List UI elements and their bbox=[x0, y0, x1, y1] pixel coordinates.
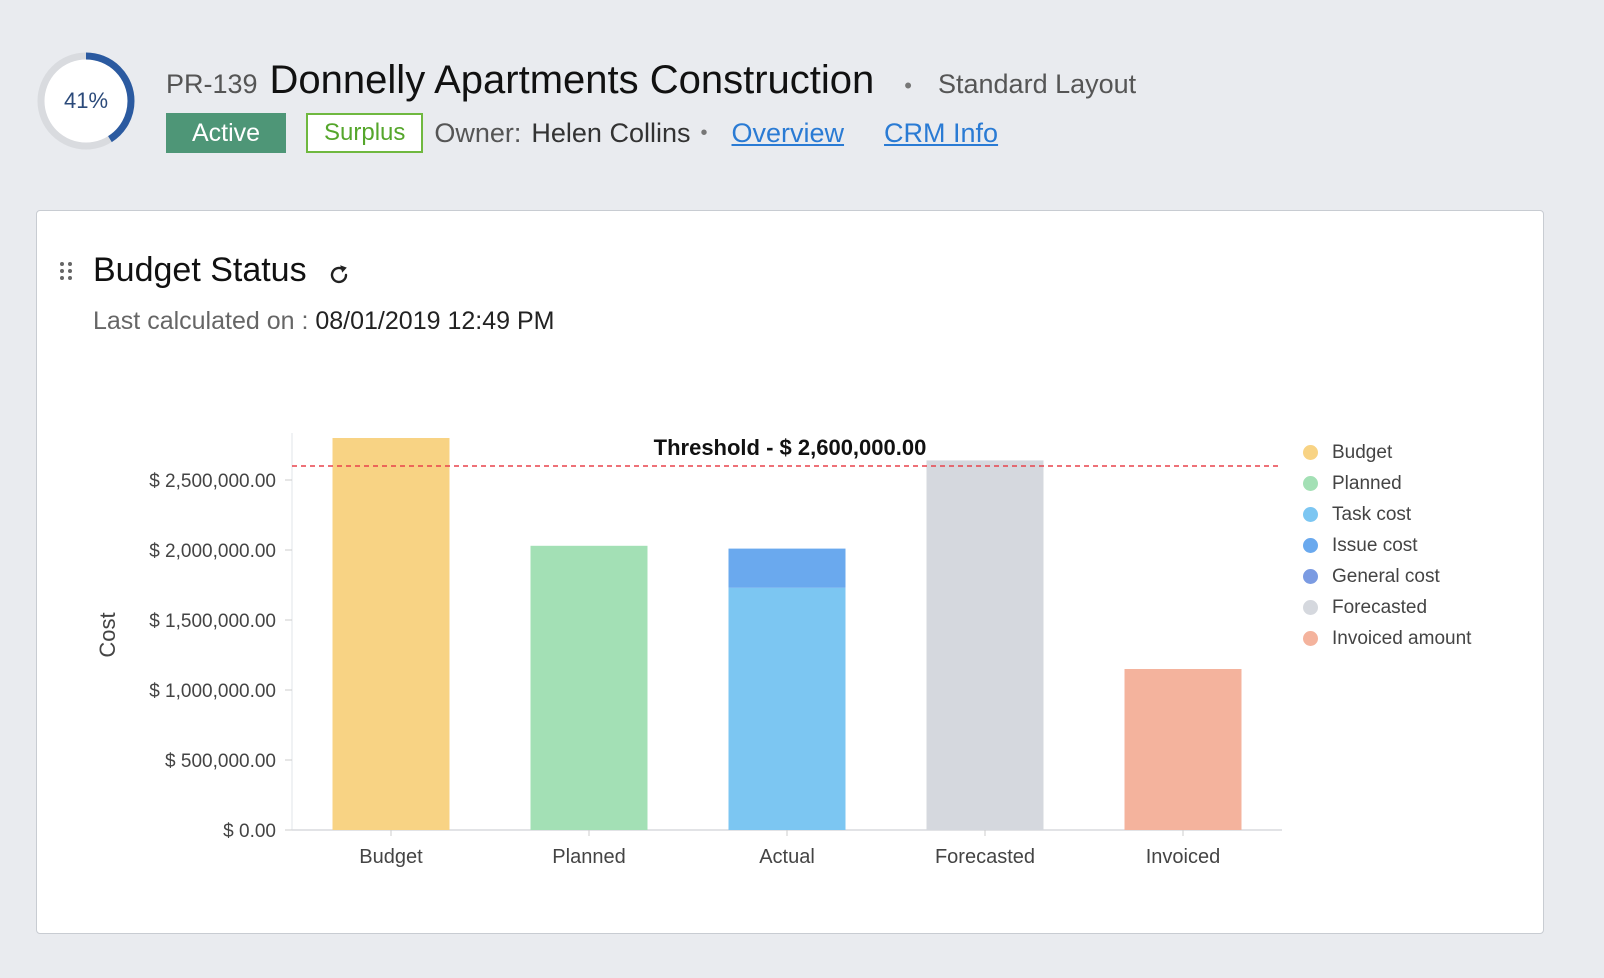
legend-label: Task cost bbox=[1332, 503, 1412, 525]
x-tick-label: Invoiced bbox=[1146, 846, 1221, 868]
legend-item[interactable]: Planned bbox=[1303, 468, 1471, 499]
budget-chart: $ 0.00 $ 500,000.00 $ 1,000,000.00 $ 1,500,… bbox=[95, 433, 1282, 868]
budget-status-widget: Budget Status Last calculated on : 08/01… bbox=[36, 210, 1544, 934]
y-tick-label: $ 0.00 bbox=[223, 821, 276, 842]
legend-label: General cost bbox=[1332, 565, 1440, 587]
x-tick-label: Actual bbox=[759, 846, 815, 868]
legend-label: Planned bbox=[1332, 472, 1402, 494]
legend-swatch bbox=[1303, 600, 1318, 615]
legend-swatch bbox=[1303, 538, 1318, 553]
y-tick-label: $ 1,000,000.00 bbox=[149, 681, 276, 702]
meta-row: Active Surplus Owner: Helen Collins • Ov… bbox=[166, 112, 998, 154]
bar-issue-cost bbox=[728, 548, 846, 588]
refresh-icon[interactable] bbox=[327, 263, 351, 292]
progress-arc bbox=[37, 52, 135, 150]
owner-separator: • bbox=[700, 121, 708, 144]
legend-label: Budget bbox=[1332, 441, 1393, 463]
legend-item[interactable]: General cost bbox=[1303, 561, 1471, 592]
legend-swatch bbox=[1303, 507, 1318, 522]
title-separator: • bbox=[904, 73, 912, 98]
budget-badge: Surplus bbox=[306, 113, 424, 153]
owner-name[interactable]: Helen Collins bbox=[531, 117, 691, 148]
y-tick-label: $ 2,000,000.00 bbox=[149, 541, 276, 562]
y-tick-label: $ 2,500,000.00 bbox=[149, 471, 276, 492]
bar-planned bbox=[530, 545, 648, 830]
overview-link[interactable]: Overview bbox=[731, 117, 845, 148]
chart-legend: Budget Planned Task cost Issue cost General … bbox=[1303, 437, 1471, 654]
x-tick-label: Budget bbox=[359, 846, 423, 868]
legend-swatch bbox=[1303, 476, 1318, 491]
project-header: 41% PR-139 Donnelly Apartments Construct… bbox=[0, 0, 1604, 200]
x-tick-label: Planned bbox=[552, 846, 625, 868]
title-row: PR-139 Donnelly Apartments Construction … bbox=[166, 58, 1136, 108]
y-tick-label: $ 500,000.00 bbox=[165, 751, 276, 772]
bar-forecasted bbox=[926, 460, 1044, 830]
x-tick-label: Forecasted bbox=[935, 846, 1035, 868]
progress-ring: 41% bbox=[36, 51, 136, 151]
last-calculated: Last calculated on : 08/01/2019 12:49 PM bbox=[93, 307, 554, 336]
y-axis-label: Cost bbox=[95, 612, 120, 657]
legend-label: Forecasted bbox=[1332, 596, 1428, 618]
last-calculated-label: Last calculated on : bbox=[93, 307, 309, 335]
y-tick-label: $ 1,500,000.00 bbox=[149, 611, 276, 632]
progress-ring-graphic bbox=[37, 52, 135, 150]
legend-label: Issue cost bbox=[1332, 534, 1418, 556]
widget-title: Budget Status bbox=[93, 251, 307, 289]
threshold-label: Threshold - $ 2,600,000.00 bbox=[654, 435, 927, 460]
legend-item[interactable]: Issue cost bbox=[1303, 530, 1471, 561]
project-name: Donnelly Apartments Construction bbox=[269, 58, 875, 102]
last-calculated-value: 08/01/2019 12:49 PM bbox=[315, 307, 555, 335]
progress-percent: 41% bbox=[63, 88, 109, 113]
status-badge[interactable]: Active bbox=[166, 113, 286, 153]
legend-item[interactable]: Task cost bbox=[1303, 499, 1471, 530]
bar-task-cost bbox=[728, 587, 846, 830]
crm-info-link[interactable]: CRM Info bbox=[884, 117, 999, 148]
legend-item[interactable]: Budget bbox=[1303, 437, 1471, 468]
project-id: PR-139 bbox=[166, 69, 258, 99]
bar-budget bbox=[332, 438, 450, 830]
legend-item[interactable]: Forecasted bbox=[1303, 592, 1471, 623]
drag-handle-icon[interactable] bbox=[59, 261, 73, 288]
owner-label: Owner: bbox=[434, 117, 522, 148]
bar-invoiced-amount bbox=[1124, 669, 1242, 830]
legend-swatch bbox=[1303, 445, 1318, 460]
legend-label: Invoiced amount bbox=[1332, 627, 1472, 649]
legend-swatch bbox=[1303, 631, 1318, 646]
layout-selector[interactable]: Standard Layout bbox=[938, 69, 1137, 99]
legend-swatch bbox=[1303, 569, 1318, 584]
legend-item[interactable]: Invoiced amount bbox=[1303, 623, 1471, 654]
